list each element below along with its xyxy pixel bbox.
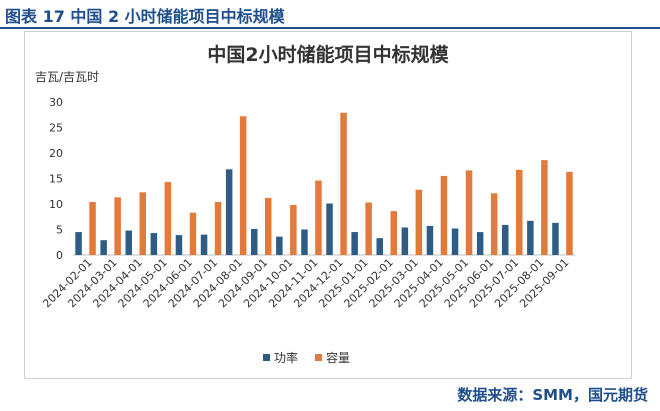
chart-frame: 中国2小时储能项目中标规模 吉瓦/吉瓦时 0 5 10 15 20 25 30 2024-02-0…	[24, 31, 632, 379]
y-tick-label: 5	[56, 224, 63, 237]
bar-power	[351, 232, 358, 255]
bar-power	[225, 169, 233, 255]
bar-power	[175, 235, 183, 255]
bar-chart: 中国2小时储能项目中标规模吉瓦/吉瓦时0510152025302024-02-0…	[35, 43, 575, 365]
bar-capacity	[189, 212, 197, 255]
legend-swatch-capacity	[315, 354, 322, 361]
bar-capacity	[415, 189, 423, 255]
bar-power	[552, 222, 559, 255]
bar-capacity	[214, 201, 222, 255]
bar-power	[476, 232, 484, 255]
bar-power	[150, 233, 158, 255]
bar-capacity	[239, 116, 247, 255]
bar-capacity	[440, 175, 448, 255]
bar-capacity	[566, 171, 573, 255]
bar-power	[100, 240, 107, 255]
legend-label-capacity: 容量	[326, 350, 350, 365]
bar-power	[301, 229, 308, 255]
title-rule	[0, 27, 660, 29]
bar-capacity	[465, 170, 473, 255]
bar-power	[276, 236, 283, 255]
y-tick-label: 0	[56, 249, 63, 262]
y-tick-label: 15	[49, 173, 63, 186]
legend-swatch-power	[263, 354, 270, 361]
bar-power	[251, 228, 258, 255]
bar-power	[376, 238, 383, 255]
bar-power	[75, 232, 82, 255]
bar-capacity	[139, 192, 146, 255]
figure-title: 图表 17 中国 2 小时储能项目中标规模	[5, 7, 285, 26]
y-axis-label: 吉瓦/吉瓦时	[35, 70, 99, 84]
bar-power	[326, 203, 333, 255]
bar-power	[125, 230, 132, 255]
bar-capacity	[114, 197, 121, 255]
legend-label-power: 功率	[274, 350, 298, 365]
bar-capacity	[315, 180, 322, 255]
y-tick-label: 20	[49, 147, 63, 160]
bar-power	[426, 225, 434, 255]
bar-capacity	[365, 202, 372, 255]
y-tick-label: 25	[49, 122, 63, 135]
bar-capacity	[164, 182, 172, 255]
bar-power	[401, 227, 409, 255]
bar-capacity	[290, 205, 297, 255]
y-tick-label: 10	[49, 198, 63, 211]
bar-capacity	[541, 160, 548, 255]
chart-title: 中国2小时储能项目中标规模	[207, 43, 449, 66]
bar-capacity	[390, 211, 397, 255]
bar-capacity	[516, 169, 523, 255]
bar-capacity	[89, 201, 96, 255]
y-tick-label: 30	[49, 96, 63, 109]
bar-power	[527, 220, 534, 255]
bar-capacity	[490, 193, 498, 255]
bar-capacity	[340, 112, 347, 256]
bar-capacity	[265, 197, 272, 255]
bar-power	[200, 234, 208, 255]
bar-power	[451, 228, 459, 255]
source-note: 数据来源：SMM，国元期货	[457, 386, 648, 404]
bar-power	[502, 224, 509, 255]
